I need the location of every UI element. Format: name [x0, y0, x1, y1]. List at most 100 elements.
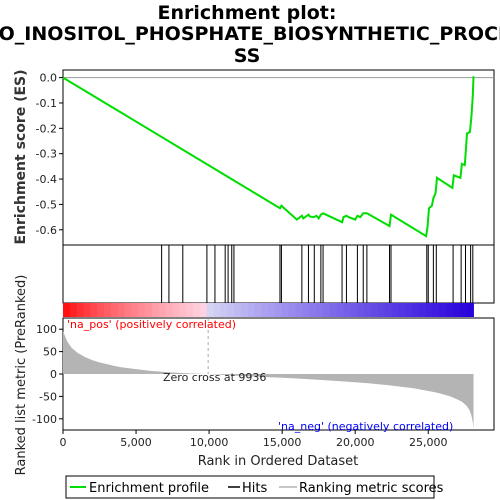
x-tick-label: 5,000 — [120, 436, 152, 449]
color-bar-segment — [151, 303, 160, 317]
color-bar-segment — [193, 303, 201, 317]
es-panel: 0.0 -0.1 -0.2 -0.3 -0.4 -0.5 -0.6 Enrichment s… — [13, 69, 495, 246]
color-bar-segment — [268, 303, 276, 317]
hit-lines — [161, 245, 474, 303]
chart-title-line-2: GO_INOSITOL_PHOSPHATE_BIOSYNTHETIC_PROCE — [0, 23, 500, 45]
legend-label-hits: Hits — [242, 481, 267, 496]
color-bar-segment — [213, 303, 221, 317]
color-bar-segment — [220, 303, 228, 317]
legend: Enrichment profile Hits Ranking metric s… — [65, 475, 444, 499]
legend-label-enrichment-profile: Enrichment profile — [89, 481, 209, 496]
ranked-y-tick-label: 0 — [50, 368, 57, 381]
color-bar-segment — [329, 303, 338, 317]
color-bar-segment — [227, 303, 235, 317]
color-bar-segment — [446, 303, 454, 317]
es-y-axis-label: Enrichment score (ES) — [13, 69, 29, 244]
ranked-y-tick-label: -100 — [32, 413, 57, 426]
color-bar-segment — [97, 303, 105, 317]
x-tick-label: 0 — [60, 436, 67, 449]
color-bar-segment — [63, 303, 71, 317]
positive-correlation-label: 'na_pos' (positively correlated) — [67, 318, 236, 331]
color-bar-segment — [398, 303, 406, 317]
x-tick-label: 15,000 — [263, 436, 302, 449]
color-bar-segment — [254, 303, 262, 317]
color-bar-segment — [179, 303, 187, 317]
color-bar-segment — [206, 303, 214, 317]
color-bar-segment — [281, 303, 290, 317]
color-bar-segment — [466, 303, 474, 317]
es-y-tick-label: -0.1 — [36, 97, 57, 110]
zero-cross-label: Zero cross at 9936 — [163, 371, 266, 384]
color-bar-segment — [391, 303, 399, 317]
negative-correlation-label: 'na_neg' (negatively correlated) — [278, 420, 453, 433]
legend-frame — [65, 475, 435, 499]
color-bar-segment — [110, 303, 119, 317]
color-bar-segment — [199, 303, 208, 317]
color-bar-segment — [418, 303, 427, 317]
x-tick-label: 25,000 — [409, 436, 448, 449]
color-bar-segment — [295, 303, 303, 317]
color-bar-segment — [117, 303, 125, 317]
ranked-y-tick-label: -50 — [39, 390, 57, 403]
ranked-y-ticks: 100 50 0 -50 -100 — [32, 323, 63, 426]
ranked-list-panel: Zero cross at 9936 'na_pos' (positively … — [14, 275, 495, 476]
color-bar-segment — [432, 303, 440, 317]
color-bar-segment — [364, 303, 372, 317]
color-bar-segment — [76, 303, 84, 317]
color-bar-segment — [405, 303, 413, 317]
color-bar-segment — [145, 303, 153, 317]
color-bar-segment — [377, 303, 385, 317]
color-bar-segment — [336, 303, 344, 317]
color-bar-segment — [350, 303, 358, 317]
enrichment-profile-line — [62, 76, 475, 238]
x-tick-label: 20,000 — [336, 436, 375, 449]
color-bar-segment — [453, 303, 461, 317]
color-bar-segment — [275, 303, 283, 317]
color-bar-segment — [357, 303, 365, 317]
color-bar-segment — [234, 303, 242, 317]
color-bar-segment — [83, 303, 91, 317]
color-bar-segment — [158, 303, 167, 317]
color-bar-segment — [138, 303, 146, 317]
color-bar-segment — [370, 303, 379, 317]
color-bar-segment — [316, 303, 324, 317]
ranked-y-tick-label: 100 — [36, 323, 57, 336]
color-bar-segment — [384, 303, 392, 317]
color-bar-segment — [90, 303, 98, 317]
color-bar-segment — [104, 303, 112, 317]
color-bar-segment — [186, 303, 194, 317]
chart-title-line-1: Enrichment plot: — [158, 2, 337, 24]
color-bar-segment — [309, 303, 317, 317]
es-y-tick-label: -0.4 — [36, 173, 57, 186]
color-bar-segment — [124, 303, 132, 317]
color-bar-segment — [439, 303, 447, 317]
color-bar-segment — [343, 303, 351, 317]
es-y-tick-label: -0.5 — [36, 198, 57, 211]
color-bar-segment — [411, 303, 420, 317]
legend-label-ranking-metric: Ranking metric scores — [299, 481, 444, 496]
color-bar-segment — [165, 303, 173, 317]
ranked-y-axis-label: Ranked list metric (PreRanked) — [14, 275, 29, 476]
color-bar-segment — [302, 303, 310, 317]
color-bar-segment — [240, 303, 249, 317]
es-y-tick-label: -0.2 — [36, 122, 57, 135]
x-axis-label: Rank in Ordered Dataset — [198, 454, 359, 469]
color-bar-segment — [288, 303, 297, 317]
color-bar-segment — [261, 303, 269, 317]
chart-title-line-3: SS — [234, 45, 261, 67]
color-bar-segment — [172, 303, 180, 317]
x-tick-label: 10,000 — [190, 436, 229, 449]
es-y-tick-label: -0.6 — [36, 224, 57, 237]
color-bar-segment — [69, 303, 78, 317]
color-bar-segment — [459, 303, 468, 317]
es-y-tick-label: -0.3 — [36, 148, 57, 161]
color-bar-segment — [323, 303, 331, 317]
ranked-y-tick-label: 50 — [43, 346, 57, 359]
color-bar-segment — [247, 303, 255, 317]
es-y-tick-label: 0.0 — [40, 72, 58, 85]
ranked-x-ticks: 0 5,000 10,000 15,000 20,000 25,000 — [60, 430, 448, 449]
color-bar-segment — [425, 303, 433, 317]
es-y-ticks: 0.0 -0.1 -0.2 -0.3 -0.4 -0.5 -0.6 — [36, 72, 63, 237]
